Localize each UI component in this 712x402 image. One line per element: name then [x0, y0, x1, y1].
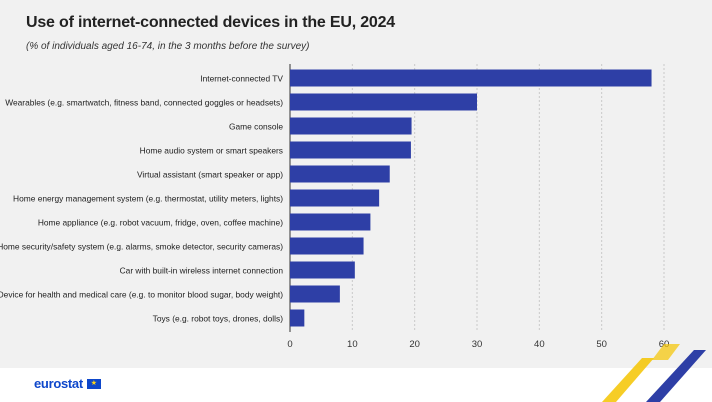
bar: [290, 189, 380, 207]
footer: eurostat ★: [0, 368, 712, 402]
chart-panel: [0, 0, 712, 368]
bar: [290, 261, 355, 279]
x-tick-label: 30: [472, 339, 483, 350]
bar: [290, 93, 477, 111]
category-label: Home energy management system (e.g. ther…: [13, 194, 283, 204]
category-label: Home audio system or smart speakers: [140, 146, 283, 156]
bar: [290, 117, 412, 135]
chart-subtitle: (% of individuals aged 16-74, in the 3 m…: [26, 41, 310, 52]
eurostat-wordmark: eurostat: [34, 376, 83, 391]
bar: [290, 141, 411, 159]
bar: [290, 213, 371, 231]
category-label: Home appliance (e.g. robot vacuum, fridg…: [38, 218, 283, 228]
x-tick-label: 10: [347, 339, 358, 350]
x-tick-label: 40: [534, 339, 545, 350]
category-label: Device for health and medical care (e.g.…: [0, 290, 283, 300]
category-label: Home security/safety system (e.g. alarms…: [0, 242, 283, 252]
x-tick-label: 0: [287, 339, 292, 350]
eurostat-logo: eurostat ★: [34, 376, 101, 391]
x-tick-label: 50: [596, 339, 607, 350]
category-label: Wearables (e.g. smartwatch, fitness band…: [5, 98, 283, 108]
bar: [290, 69, 652, 87]
category-label: Car with built-in wireless internet conn…: [120, 266, 284, 276]
bar: [290, 285, 340, 303]
category-label: Virtual assistant (smart speaker or app): [137, 170, 283, 180]
bar-chart: 0102030405060Internet-connected TVWearab…: [0, 64, 669, 350]
bar: [290, 309, 305, 327]
category-label: Internet-connected TV: [200, 74, 283, 84]
category-label: Toys (e.g. robot toys, drones, dolls): [153, 314, 284, 324]
eu-flag-icon: ★: [86, 378, 101, 389]
bar: [290, 165, 390, 183]
bar: [290, 237, 364, 255]
chart-title: Use of internet-connected devices in the…: [26, 14, 395, 31]
corner-decoration: [602, 344, 706, 402]
x-tick-label: 20: [409, 339, 420, 350]
category-label: Game console: [229, 122, 283, 132]
